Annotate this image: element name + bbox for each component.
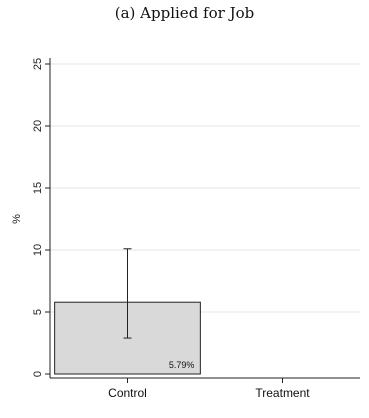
y-tick-label-5: 5	[32, 309, 44, 315]
x-tick-label-treatment: Treatment	[255, 386, 310, 400]
data-label-control: 5.79%	[169, 360, 195, 370]
y-tick-label-15: 15	[32, 182, 44, 194]
bars: 5.79%	[54, 248, 201, 375]
y-axis-label: %	[11, 214, 23, 224]
axes: 0 5 10 15 20 25 Control Treatment	[32, 58, 360, 400]
chart-title: (a) Applied for Job	[114, 4, 255, 22]
y-tick-label-0: 0	[32, 371, 44, 377]
gridlines	[50, 63, 360, 313]
y-tick-label-20: 20	[32, 120, 44, 132]
x-tick-label-control: Control	[108, 386, 147, 400]
y-tick-label-10: 10	[32, 244, 44, 256]
y-tick-label-25: 25	[32, 58, 44, 70]
